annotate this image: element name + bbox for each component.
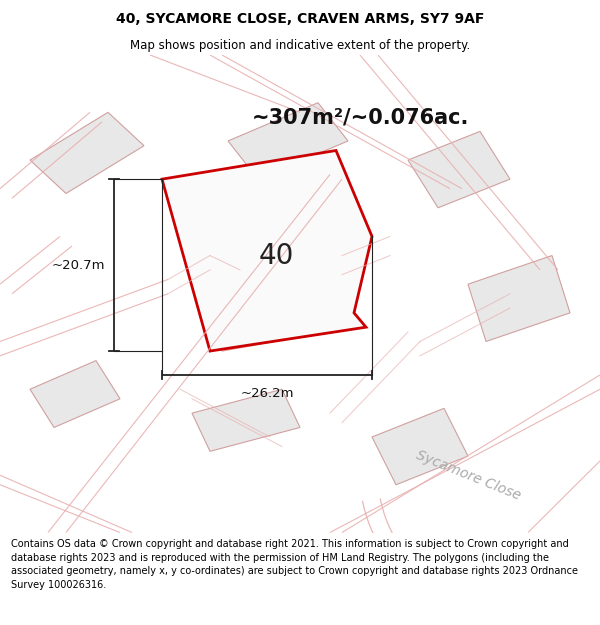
Text: ~307m²/~0.076ac.: ~307m²/~0.076ac. [252,107,469,127]
Text: Sycamore Close: Sycamore Close [413,448,523,503]
Text: ~20.7m: ~20.7m [52,259,105,272]
Text: 40, SYCAMORE CLOSE, CRAVEN ARMS, SY7 9AF: 40, SYCAMORE CLOSE, CRAVEN ARMS, SY7 9AF [116,12,484,26]
Polygon shape [468,256,570,341]
Text: 40: 40 [259,241,293,269]
Polygon shape [408,131,510,208]
Text: Contains OS data © Crown copyright and database right 2021. This information is : Contains OS data © Crown copyright and d… [11,539,578,590]
Polygon shape [228,102,348,179]
Polygon shape [30,112,144,194]
Text: Map shows position and indicative extent of the property.: Map shows position and indicative extent… [130,39,470,51]
Polygon shape [180,169,360,351]
Polygon shape [30,361,120,428]
Polygon shape [192,389,300,451]
Polygon shape [372,408,468,485]
Polygon shape [162,151,372,351]
Text: ~26.2m: ~26.2m [240,387,294,400]
